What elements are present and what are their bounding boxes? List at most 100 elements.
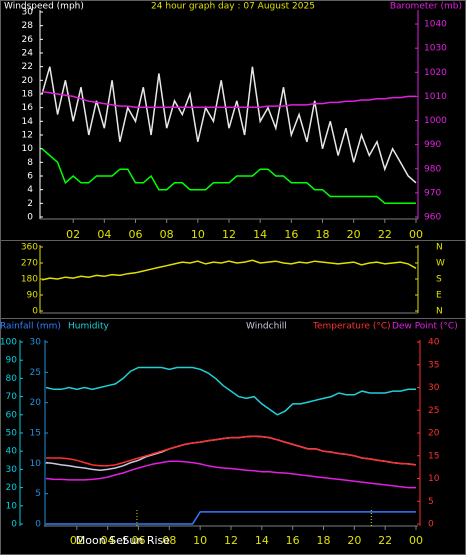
tick-label: 10 [6,501,18,511]
tick-label: 1030 [424,44,447,54]
tick-label: 28 [22,21,34,31]
tick-label: 14 [22,117,34,127]
tick-label: 980 [424,164,441,174]
x-tick-label: 20 [347,534,361,547]
x-tick-label: 18 [317,534,331,547]
x-tick-label: 10 [193,534,207,547]
tick-label: 40 [428,338,440,348]
tick-label: 50 [6,429,18,439]
tick-label: 1040 [424,20,447,30]
tick-label: 60 [6,410,18,420]
tick-label: 18 [22,90,34,100]
x-tick-label: 02 [66,228,80,241]
tick-label: 10 [428,474,440,484]
tick-label: 30 [30,338,42,348]
tick-label: 20 [6,483,18,493]
y2-axis-label: Barometer (mb) [390,2,462,12]
x-tick-label: 12 [222,228,236,241]
tick-label: 0 [428,520,434,530]
x-tick-label: 04 [101,534,115,547]
chart-title: 24 hour graph day : 07 August 2025 [151,2,315,12]
tick-label: 25 [428,406,439,416]
tick-label: 0 [32,307,38,317]
x-tick-label: 14 [255,534,269,547]
tick-label: 24 [22,49,34,59]
series-line [45,460,416,489]
tick-label: 0 [27,213,33,223]
tick-label: 15 [30,429,41,439]
tick-label: 6 [27,172,33,182]
tick-label: 30 [6,465,18,475]
tick-label: 960 [424,213,441,223]
tick-label: 0 [35,520,41,530]
series-line [41,66,417,184]
tick-label: S [436,275,442,285]
tick-label: 90 [6,356,18,366]
series-line [41,148,416,205]
series-line [46,511,416,525]
x-tick-label: 02 [70,534,84,547]
tick-label: 10 [22,144,34,154]
x-tick-label: 00 [409,534,423,547]
x-tick-label: 22 [378,228,392,241]
tick-label: 16 [22,103,34,113]
tick-label: 70 [6,392,18,402]
y-axis-label: Windspeed (mph) [4,2,84,12]
x-tick-label: 22 [378,534,392,547]
x-tick-label: 00 [409,228,423,241]
legend-entry: Temperature (°C) [312,322,391,332]
annotation: Sun Rise [122,534,170,547]
tick-label: 35 [428,360,439,370]
tick-label: 8 [27,158,33,168]
x-tick-label: 08 [160,228,174,241]
tick-label: 5 [428,497,434,507]
tick-label: 100 [0,338,17,348]
tick-label: 80 [6,374,18,384]
tick-label: N [436,307,443,317]
tick-label: 360 [21,243,38,253]
tick-label: 4 [27,185,33,195]
x-tick-label: 10 [191,228,205,241]
tick-label: 22 [22,62,33,72]
x-tick-label: 06 [132,534,146,547]
tick-label: 2 [27,199,33,209]
tick-label: 15 [428,451,439,461]
tick-label: 20 [22,76,34,86]
tick-label: 270 [21,259,38,269]
legend-entry: Humidity [68,322,109,332]
legend-entry: Windchill [246,322,287,332]
legend-entry: Rainfall (mm) [0,322,61,332]
tick-label: 30 [22,8,34,18]
tick-label: 40 [6,447,18,457]
x-tick-label: 16 [286,534,300,547]
tick-label: 10 [30,459,42,469]
tick-label: 970 [424,188,441,198]
x-tick-label: 14 [253,228,267,241]
legend-entry: Dew Point (°C) [392,322,458,332]
tick-label: 1000 [424,116,447,126]
x-tick-label: 16 [284,228,298,241]
tick-label: 20 [428,429,440,439]
tick-label: N [436,243,443,253]
series-line [45,366,416,416]
tick-label: 20 [30,398,42,408]
x-tick-label: 12 [224,534,238,547]
x-tick-label: 06 [129,228,143,241]
tick-label: 5 [35,489,41,499]
x-tick-label: 18 [316,228,330,241]
tick-label: 26 [22,35,34,45]
series-line [41,90,416,109]
tick-label: 30 [428,383,440,393]
x-tick-label: 08 [162,534,176,547]
tick-label: 90 [27,291,39,301]
tick-label: 12 [22,131,33,141]
tick-label: 1010 [424,92,447,102]
tick-label: W [436,259,445,269]
tick-label: 25 [30,368,41,378]
tick-label: 1020 [424,68,447,78]
x-tick-label: 04 [97,228,111,241]
series-line [46,435,417,467]
tick-label: 0 [11,520,17,530]
tick-label: 990 [424,140,441,150]
